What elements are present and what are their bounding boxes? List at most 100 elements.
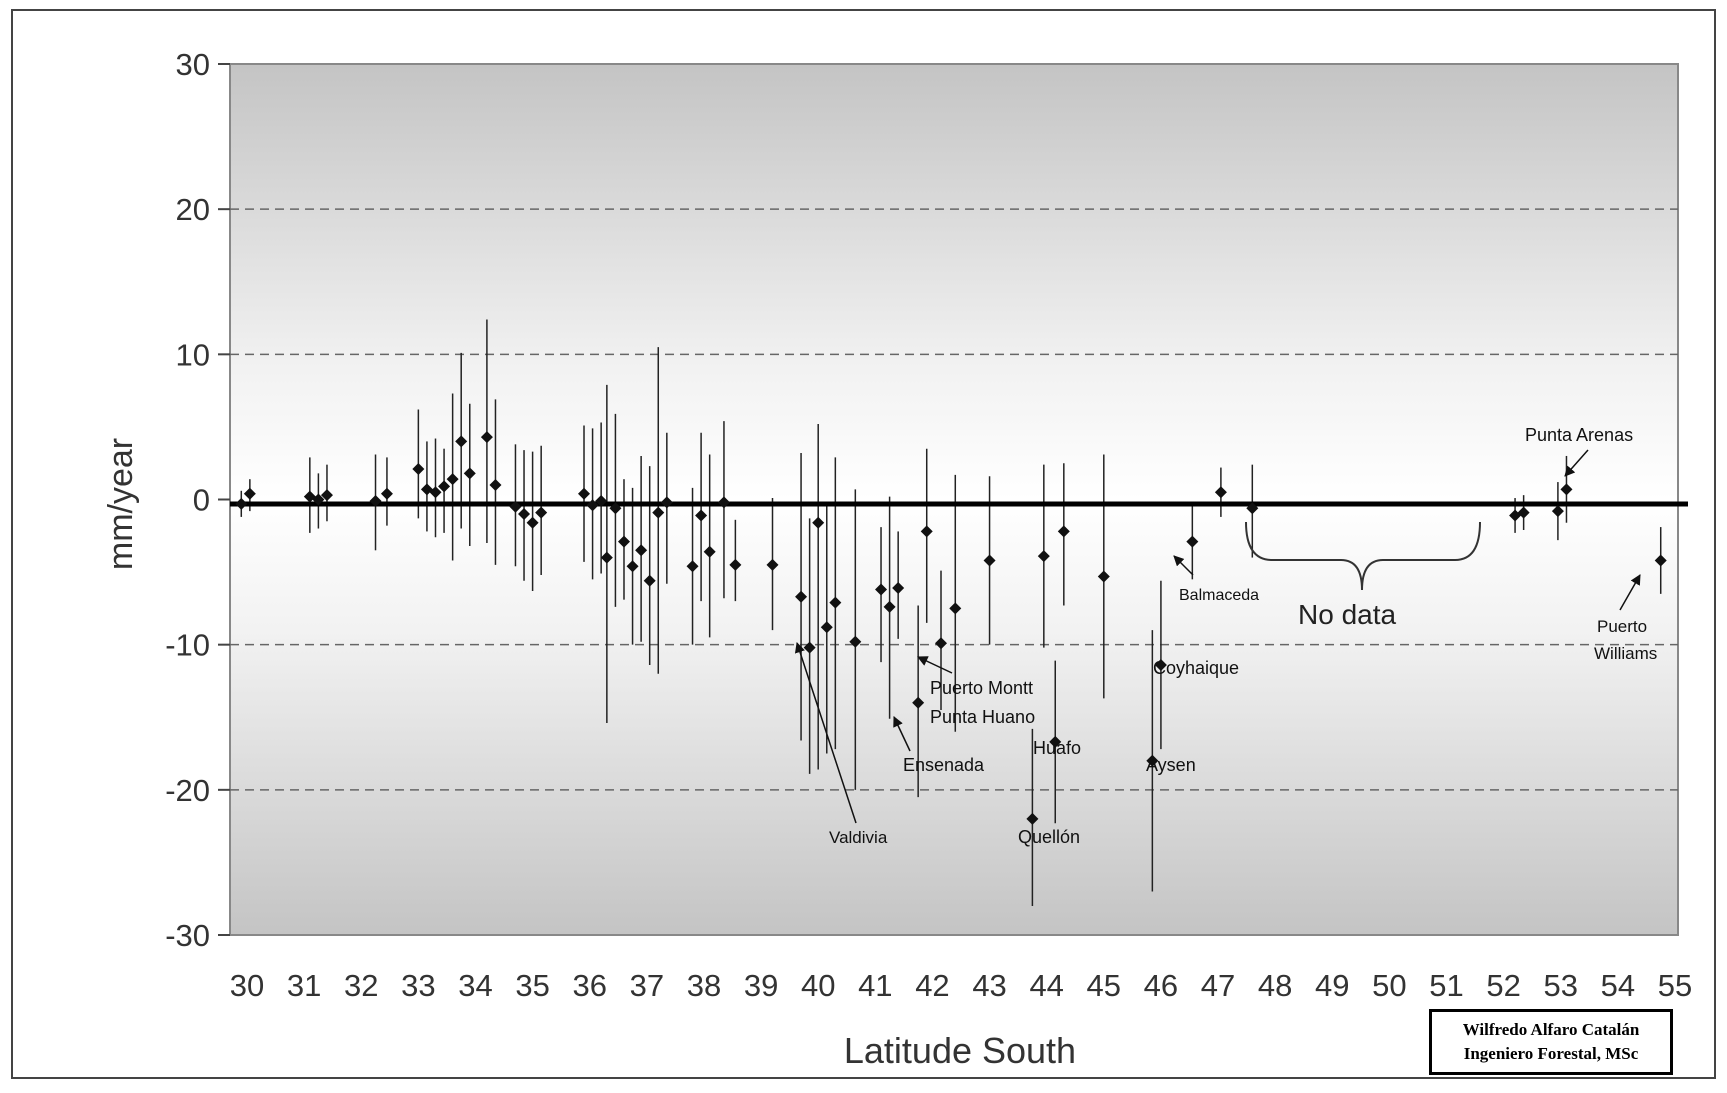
- data-point: [660, 496, 673, 509]
- credit-line-2: Ingeniero Forestal, MSc: [1463, 1044, 1639, 1063]
- x-tick-label: 31: [287, 968, 321, 1003]
- arrow-ensenada: [893, 716, 911, 752]
- plot-background: [229, 63, 1679, 936]
- data-point: [1551, 505, 1564, 518]
- data-point: [1146, 754, 1159, 767]
- data-point: [369, 494, 382, 507]
- arrow-puerto-montt: [917, 656, 953, 674]
- y-tick-label: 10: [176, 337, 210, 372]
- x-tick-label: 41: [858, 968, 892, 1003]
- data-point: [1154, 658, 1167, 671]
- annotation-huafo: Huafo: [1033, 738, 1081, 758]
- data-point: [812, 516, 825, 529]
- data-point: [438, 480, 451, 493]
- data-point: [795, 590, 808, 603]
- annotation-williams: Williams: [1594, 644, 1657, 663]
- data-points: [235, 431, 1667, 825]
- data-point: [1517, 506, 1530, 519]
- data-point: [412, 463, 425, 476]
- x-axis-label: Latitude South: [844, 1030, 1076, 1071]
- data-point: [626, 560, 639, 573]
- x-tick-label: 36: [572, 968, 606, 1003]
- data-point: [892, 582, 905, 595]
- x-tick-label: 35: [515, 968, 549, 1003]
- data-point: [1049, 735, 1062, 748]
- x-tick-label: 34: [458, 968, 492, 1003]
- y-tick-label: -20: [165, 773, 210, 808]
- y-tick-label: 20: [176, 192, 210, 227]
- data-point: [920, 525, 933, 538]
- x-tick-label: 49: [1315, 968, 1349, 1003]
- annotation-coyhaique: Coyhaique: [1153, 658, 1239, 678]
- data-point: [1057, 525, 1070, 538]
- plot-area: [229, 63, 1679, 936]
- credit-line-1: Wilfredo Alfaro Catalán: [1462, 1020, 1640, 1039]
- annotation-puerto-montt: Puerto Montt: [930, 678, 1033, 698]
- data-point: [1186, 535, 1199, 548]
- y-tick-label: 0: [193, 483, 210, 518]
- annotation-no-data: No data: [1298, 599, 1396, 630]
- x-tick-label: 40: [801, 968, 835, 1003]
- data-point: [312, 493, 325, 506]
- data-point: [803, 641, 816, 654]
- data-point: [489, 478, 502, 491]
- data-point: [429, 486, 442, 499]
- x-tick-label: 51: [1429, 968, 1463, 1003]
- data-point: [586, 499, 599, 512]
- data-point: [455, 435, 468, 448]
- credit-box: Wilfredo Alfaro Catalán Ingeniero Forest…: [1429, 1009, 1673, 1075]
- data-point: [1214, 486, 1227, 499]
- data-point: [463, 467, 476, 480]
- x-tick-label: 32: [344, 968, 378, 1003]
- gridlines: [230, 208, 1678, 791]
- annotation-balmaceda: Balmaceda: [1179, 587, 1259, 604]
- annotation-aysen: Aysen: [1146, 755, 1196, 775]
- y-tick-label: 30: [176, 47, 210, 82]
- data-point: [609, 502, 622, 515]
- data-point: [912, 696, 925, 709]
- arrow-valdivia: [794, 642, 857, 824]
- data-point: [703, 545, 716, 558]
- data-point: [617, 535, 630, 548]
- x-tick-label: 48: [1258, 968, 1292, 1003]
- data-point: [509, 500, 522, 513]
- arrow-balmaceda: [1173, 555, 1194, 576]
- data-point: [717, 496, 730, 509]
- x-tick-label: 53: [1544, 968, 1578, 1003]
- y-tick-label: -30: [165, 918, 210, 953]
- figure-frame: [11, 9, 1716, 1079]
- data-point: [1560, 483, 1573, 496]
- data-point: [643, 574, 656, 587]
- data-point: [1037, 550, 1050, 563]
- arrow-puerto-williams: [1619, 574, 1641, 611]
- data-point: [729, 558, 742, 571]
- y-tick-label: -10: [165, 628, 210, 663]
- x-tick-label: 30: [230, 968, 264, 1003]
- annotation-quellon: Quellón: [1018, 827, 1080, 847]
- x-tick-label: 45: [1087, 968, 1121, 1003]
- x-tick-label: 55: [1658, 968, 1692, 1003]
- data-point: [1246, 502, 1259, 515]
- data-point: [595, 494, 608, 507]
- data-point: [243, 487, 256, 500]
- data-point: [686, 560, 699, 573]
- arrow-punta-arenas: [1564, 449, 1589, 477]
- x-tick-label: 33: [401, 968, 435, 1003]
- data-point: [983, 554, 996, 567]
- data-point: [766, 558, 779, 571]
- x-tick-label: 47: [1201, 968, 1235, 1003]
- data-point: [652, 506, 665, 519]
- data-point: [829, 596, 842, 609]
- data-point: [235, 497, 248, 510]
- x-tick-label: 44: [1029, 968, 1063, 1003]
- x-tick-label: 50: [1372, 968, 1406, 1003]
- data-point: [635, 544, 648, 557]
- y-axis-ticks: 30 20 10 0 -10 -20 -30: [165, 47, 230, 953]
- data-point: [535, 506, 548, 519]
- x-tick-label: 38: [687, 968, 721, 1003]
- x-tick-label: 52: [1486, 968, 1520, 1003]
- annotations: Punta Arenas Balmaceda No data Coyhaique…: [794, 425, 1657, 847]
- annotation-punta-arenas: Punta Arenas: [1525, 425, 1633, 445]
